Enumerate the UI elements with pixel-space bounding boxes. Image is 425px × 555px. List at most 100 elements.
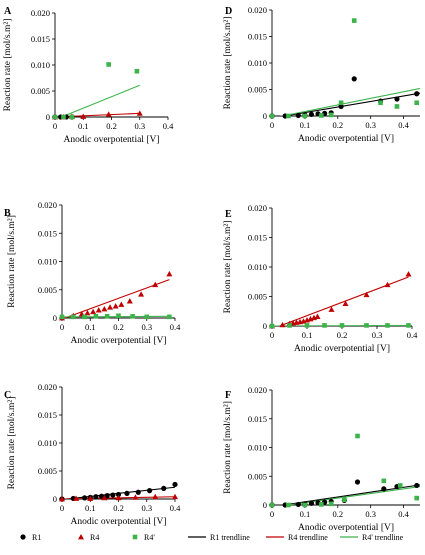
panel-e-point-r4p <box>269 323 275 329</box>
panel-e-x-axis-label: Anodic overpotential [V] <box>294 344 390 354</box>
panel-e-xtick-label: 0.1 <box>302 330 313 340</box>
panel-c-point-r1 <box>161 485 167 491</box>
panel-e-point-r4p <box>322 323 327 328</box>
panel-a-point-r4p <box>61 114 66 120</box>
panel-d-point-r4p <box>302 113 308 119</box>
panel-b-point-r4p <box>82 314 87 320</box>
panel-f-xtick-label: 0.3 <box>365 509 376 519</box>
panel-b-point-r4 <box>166 270 173 277</box>
panel-a-xtick-label: 0.4 <box>163 121 174 131</box>
panel-a-ytick-label: 0.005 <box>31 86 50 96</box>
panel-d-xtick-label: 0.2 <box>332 120 343 130</box>
panel-d-xtick-label: 0 <box>270 120 274 130</box>
panel-f-point-r4p <box>302 502 308 508</box>
panel-c-point-r1 <box>104 493 110 499</box>
panel-d-letter: D <box>225 6 232 17</box>
panel-d-trendline-r4p <box>279 87 421 116</box>
panel-e-point-r4 <box>279 321 286 328</box>
panel-a-ytick-label: 0.015 <box>31 34 50 44</box>
panel-f: F 0 0.005 0.010 0.015 0.020 0 0.1 0.2 0.3 0.4 Anodi… <box>223 385 421 533</box>
panel-f-ytick-label: 0.015 <box>248 414 267 424</box>
panel-e-ytick-label: 0 <box>263 321 267 331</box>
panel-d-ytick-label: 0.005 <box>248 85 267 95</box>
legend-item-label: R1 trendline <box>210 533 250 542</box>
panel-f-letter: F <box>225 390 231 401</box>
panel-b-point-r4 <box>126 298 133 304</box>
panel-c-point-r1 <box>82 495 88 501</box>
panel-b-point-r4p <box>71 314 76 320</box>
panel-c-point-r4 <box>87 495 94 501</box>
panel-d-point-r4p <box>394 104 400 109</box>
panel-c-point-r1 <box>98 493 105 499</box>
panel-c-point-r4 <box>101 494 108 501</box>
panel-f-trendline-r4p <box>284 486 421 505</box>
panel-f-ytick-label: 0.020 <box>248 385 267 395</box>
panel-b-xtick-label: 0.1 <box>85 322 96 332</box>
panel-b-point-r4 <box>84 309 91 316</box>
panel-c-point-r1 <box>110 492 116 498</box>
panel-e-ytick-label: 0.010 <box>248 262 267 272</box>
panel-a-xtick-label: 0.1 <box>78 121 89 131</box>
panel-e-point-r4p <box>339 323 345 328</box>
panel-b-ytick-label: 0 <box>53 313 57 323</box>
panel-e-point-r4 <box>342 300 349 306</box>
panel-c-point-r4 <box>152 493 159 500</box>
panel-d-y-axis-label: Reaction rate [mol/s.m²] <box>223 17 233 110</box>
panel-c-ytick-label: 0 <box>53 494 57 504</box>
panel-e-y-axis-label: Reaction rate [mol/s.m²] <box>223 221 233 314</box>
panel-c-x-axis-label: Anodic overpotential [V] <box>70 517 166 527</box>
panel-c-ytick-label: 0.015 <box>38 410 57 420</box>
panel-f-point-r4p <box>269 502 275 508</box>
panel-e-point-r4 <box>314 313 321 319</box>
panel-e-point-r4p <box>406 323 411 328</box>
panel-b: B 0 0.005 0.010 0.015 0.020 0 0.1 0.2 0.3 0.4 Anodi… <box>4 200 181 346</box>
panel-b-point-r4 <box>95 307 102 313</box>
panel-c: C 0 0.005 0.010 0.015 0.020 0 0.1 0.2 0.3 0.4 Anodi… <box>4 382 181 527</box>
panel-b-ytick-label: 0.005 <box>38 285 57 295</box>
panel-f-xtick-label: 0.1 <box>300 509 311 519</box>
panel-f-y-axis-label: Reaction rate [mol/s.m²] <box>223 401 233 494</box>
panel-b-letter: B <box>4 208 11 219</box>
panel-d-point-r1 <box>295 112 301 119</box>
panel-b-xtick-label: 0.3 <box>141 322 152 332</box>
panel-c-point-r4 <box>59 496 65 502</box>
panel-b-point-r4 <box>90 308 97 315</box>
panel-c-point-r4 <box>132 494 139 500</box>
panel-a-point-r4 <box>136 110 143 116</box>
panel-a-point-r4p <box>106 62 111 67</box>
panel-c-point-r1 <box>115 491 122 498</box>
panel-f-xtick-label: 0 <box>270 509 274 519</box>
panel-c-xtick-label: 0.4 <box>170 503 181 513</box>
panel-b-point-r4p <box>144 314 150 320</box>
panel-e-point-r4p <box>304 323 310 328</box>
panel-e-ytick-label: 0.015 <box>248 233 267 243</box>
panel-c-point-r4 <box>73 495 80 501</box>
panel-d-ytick-label: 0.010 <box>248 58 267 68</box>
panel-f-ytick-label: 0 <box>263 500 267 510</box>
panel-f-point-r4p <box>381 478 387 484</box>
panel-a-xtick-label: 0.3 <box>134 121 145 131</box>
panel-f-point-r1 <box>308 500 315 506</box>
panel-a-letter: A <box>4 6 12 17</box>
panel-c-point-r1 <box>124 490 130 496</box>
panel-a-point-r4p <box>69 114 75 120</box>
panel-e-point-r4 <box>405 271 412 277</box>
panel-d-point-r1 <box>414 91 420 97</box>
panel-f-point-r4p <box>319 502 324 507</box>
legend-swatch-triangle <box>78 534 84 540</box>
panel-b-point-r4p <box>104 314 110 319</box>
panel-b-x-axis-label: Anodic overpotential [V] <box>70 336 166 346</box>
panel-c-xtick-label: 0.2 <box>113 503 124 513</box>
panel-c-ytick-label: 0.010 <box>38 438 57 448</box>
panel-c-point-r4 <box>115 494 122 501</box>
panel-c-xtick-label: 0 <box>60 503 64 513</box>
panel-f-point-r1 <box>295 501 301 508</box>
panel-f-ytick-label: 0.010 <box>248 443 267 453</box>
panel-a-y-axis-label: Reaction rate [mol/s.m²] <box>3 19 13 112</box>
panel-d-point-r4p <box>269 113 275 119</box>
panel-d-point-r1 <box>394 96 400 102</box>
panel-a-xtick-label: 0 <box>53 121 57 131</box>
panel-d-ytick-label: 0.020 <box>248 5 267 15</box>
